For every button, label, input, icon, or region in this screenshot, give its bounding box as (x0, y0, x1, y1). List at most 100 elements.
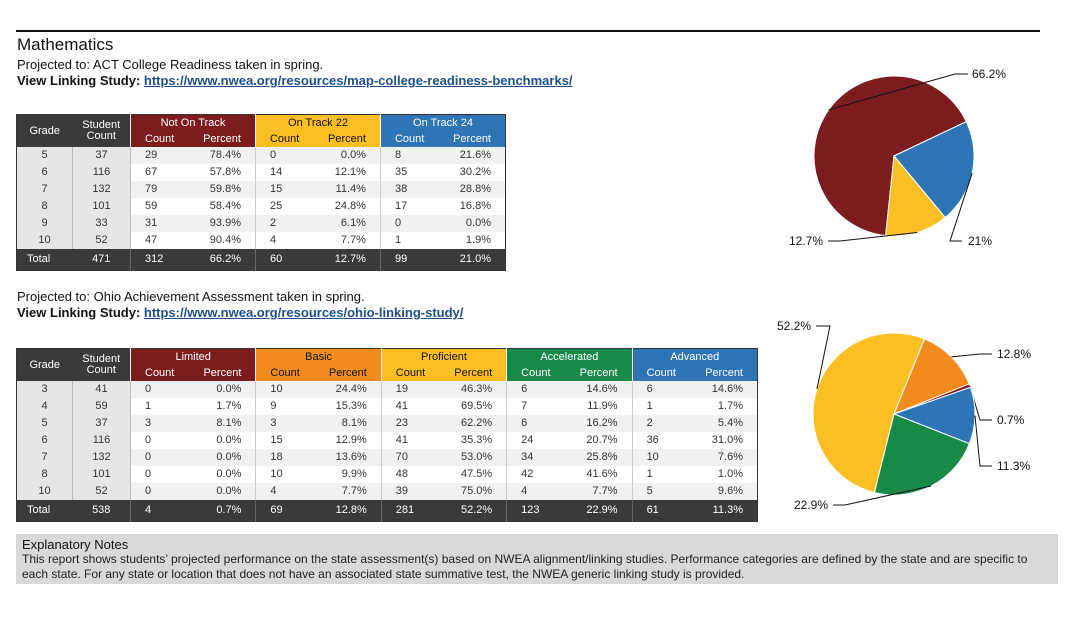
leader-line (974, 415, 992, 467)
total-student-count: 471 (72, 248, 131, 271)
category-header: On Track 22 (254, 114, 381, 131)
slice-label: 52.2% (777, 319, 811, 333)
percent-cell: 9.9% (313, 465, 382, 483)
grade-cell: 4 (16, 397, 73, 415)
total-percent: 21.0% (438, 248, 506, 271)
student-count-cell: 37 (72, 146, 131, 164)
table-row: 7 132 79 59.8% 15 11.4% 38 28.8% (16, 180, 506, 198)
count-header: Count (130, 364, 189, 381)
total-student-count: 538 (72, 499, 131, 522)
total-label: Total (16, 248, 73, 271)
count-cell: 0 (130, 482, 189, 500)
percent-cell: 25.8% (564, 448, 633, 466)
student-count-cell: 59 (72, 397, 131, 415)
count-cell: 1 (130, 397, 189, 415)
count-header: Count (379, 130, 439, 147)
percent-cell: 12.9% (313, 431, 382, 449)
category-header: Limited (129, 348, 256, 365)
count-cell: 34 (506, 448, 565, 466)
percent-cell: 7.7% (313, 482, 382, 500)
count-cell: 7 (506, 397, 565, 415)
percent-cell: 24.4% (313, 380, 382, 398)
table-row: 8 101 0 0.0% 10 9.9% 48 47.5% 42 41.6% 1 1.0% (16, 465, 758, 483)
percent-cell: 14.6% (689, 380, 758, 398)
count-cell: 10 (255, 380, 314, 398)
count-cell: 2 (631, 414, 690, 432)
grade-cell: 5 (16, 414, 73, 432)
count-cell: 3 (130, 414, 189, 432)
percent-cell: 59.8% (188, 180, 256, 198)
count-cell: 79 (130, 180, 189, 198)
count-cell: 24 (506, 431, 565, 449)
count-cell: 1 (631, 465, 690, 483)
notes-title: Explanatory Notes (22, 537, 129, 552)
percent-cell: 11.4% (313, 180, 381, 198)
total-row: Total 538 4 0.7% 69 12.8% 281 52.2% 123 22.9% 61 11… (16, 499, 758, 522)
category-header: Advanced (631, 348, 758, 365)
leader-line (816, 325, 831, 389)
percent-cell: 1.7% (188, 397, 256, 415)
linking-line-1: View Linking Study: https://www.nwea.org… (17, 73, 573, 88)
slice-label: 12.8% (997, 347, 1031, 361)
percent-cell: 5.4% (689, 414, 758, 432)
student-count-cell: 52 (72, 482, 131, 500)
linking-study-link[interactable]: https://www.nwea.org/resources/ohio-link… (143, 305, 464, 320)
percent-header: Percent (439, 364, 507, 381)
linking-study-link[interactable]: https://www.nwea.org/resources/map-colle… (143, 73, 573, 88)
count-cell: 4 (506, 482, 565, 500)
percent-cell: 0.0% (188, 482, 256, 500)
student-count-cell: 132 (72, 448, 131, 466)
percent-cell: 0.0% (313, 146, 381, 164)
percent-cell: 7.7% (564, 482, 633, 500)
count-cell: 15 (254, 180, 314, 198)
grade-header: Grade (16, 348, 73, 381)
count-cell: 17 (379, 197, 439, 215)
count-cell: 47 (130, 231, 189, 249)
table-row: 5 37 29 78.4% 0 0.0% 8 21.6% (16, 146, 506, 164)
slice-label: 0.7% (997, 413, 1025, 427)
count-cell: 2 (254, 214, 314, 232)
total-percent: 12.8% (313, 499, 382, 522)
table-row: 9 33 31 93.9% 2 6.1% 0 0.0% (16, 214, 506, 232)
grade-cell: 10 (16, 482, 73, 500)
total-count: 312 (130, 248, 189, 271)
count-cell: 9 (255, 397, 314, 415)
count-cell: 41 (380, 431, 440, 449)
percent-cell: 12.1% (313, 163, 381, 181)
count-cell: 6 (631, 380, 690, 398)
count-cell: 4 (254, 231, 314, 249)
count-cell: 67 (130, 163, 189, 181)
projected-prefix: Projected to: (17, 57, 93, 72)
total-count: 281 (380, 499, 440, 522)
percent-cell: 58.4% (188, 197, 256, 215)
percent-cell: 0.0% (188, 431, 256, 449)
slice-label: 11.3% (997, 459, 1030, 473)
table-row: 4 59 1 1.7% 9 15.3% 41 69.5% 7 11.9% 1 1.7% (16, 397, 758, 415)
total-count: 69 (255, 499, 314, 522)
percent-cell: 62.2% (439, 414, 507, 432)
count-cell: 0 (130, 431, 189, 449)
percent-cell: 7.6% (689, 448, 758, 466)
percent-header: Percent (689, 364, 758, 381)
student-count-cell: 101 (72, 197, 131, 215)
percent-cell: 31.0% (689, 431, 758, 449)
total-count: 4 (130, 499, 189, 522)
percent-cell: 0.0% (188, 465, 256, 483)
grade-cell: 5 (16, 146, 73, 164)
count-header: Count (506, 364, 565, 381)
ohio-pie-chart: 52.2% 12.8% 0.7% 11.3% 22.9% (777, 319, 1031, 512)
percent-cell: 14.6% (564, 380, 633, 398)
grade-cell: 6 (16, 431, 73, 449)
percent-cell: 41.6% (564, 465, 633, 483)
percent-cell: 16.2% (564, 414, 633, 432)
percent-cell: 1.0% (689, 465, 758, 483)
count-cell: 38 (379, 180, 439, 198)
percent-cell: 47.5% (439, 465, 507, 483)
count-cell: 36 (631, 431, 690, 449)
act-pie-chart: 66.2% 21% 12.7% (789, 67, 1006, 248)
student-count-cell: 132 (72, 180, 131, 198)
grade-header: Grade (16, 114, 73, 147)
percent-cell: 6.1% (313, 214, 381, 232)
percent-cell: 46.3% (439, 380, 507, 398)
percent-cell: 30.2% (438, 163, 506, 181)
